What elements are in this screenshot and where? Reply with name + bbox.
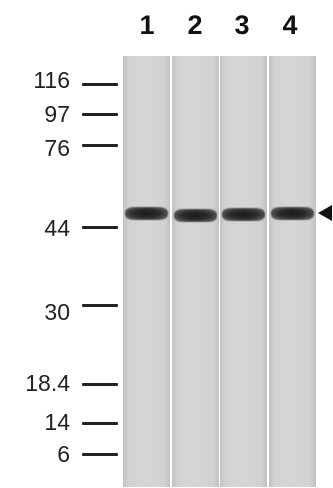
marker-tick-18-4	[82, 383, 118, 386]
lane-label-2: 2	[187, 10, 203, 40]
marker-tick-6	[82, 453, 118, 456]
marker-tick-116	[82, 83, 118, 86]
protein-band-4	[271, 207, 314, 220]
blot-lane-2	[172, 56, 219, 487]
marker-tick-97	[82, 113, 118, 116]
marker-label-6: 6	[57, 441, 70, 467]
lane-label-1: 1	[139, 10, 155, 40]
marker-tick-44	[82, 226, 118, 229]
lane-label-4: 4	[282, 10, 298, 40]
blot-lane-4	[269, 56, 316, 487]
blot-lane-3	[220, 56, 267, 487]
marker-label-116: 116	[33, 67, 70, 93]
marker-label-14: 14	[44, 409, 70, 435]
marker-label-30: 30	[44, 299, 70, 325]
protein-band-2	[174, 209, 217, 222]
marker-tick-76	[82, 144, 118, 147]
protein-band-3	[222, 208, 265, 221]
lane-label-3: 3	[234, 10, 250, 40]
blot-lane-1	[123, 56, 170, 487]
band-indicator-arrow-icon	[318, 205, 332, 221]
marker-label-44: 44	[44, 215, 70, 241]
marker-label-76: 76	[44, 135, 70, 161]
marker-tick-30	[82, 304, 118, 307]
protein-band-1	[125, 207, 168, 220]
marker-tick-14	[82, 422, 118, 425]
marker-label-18-4: 18.4	[25, 370, 70, 396]
marker-label-97: 97	[44, 101, 70, 127]
